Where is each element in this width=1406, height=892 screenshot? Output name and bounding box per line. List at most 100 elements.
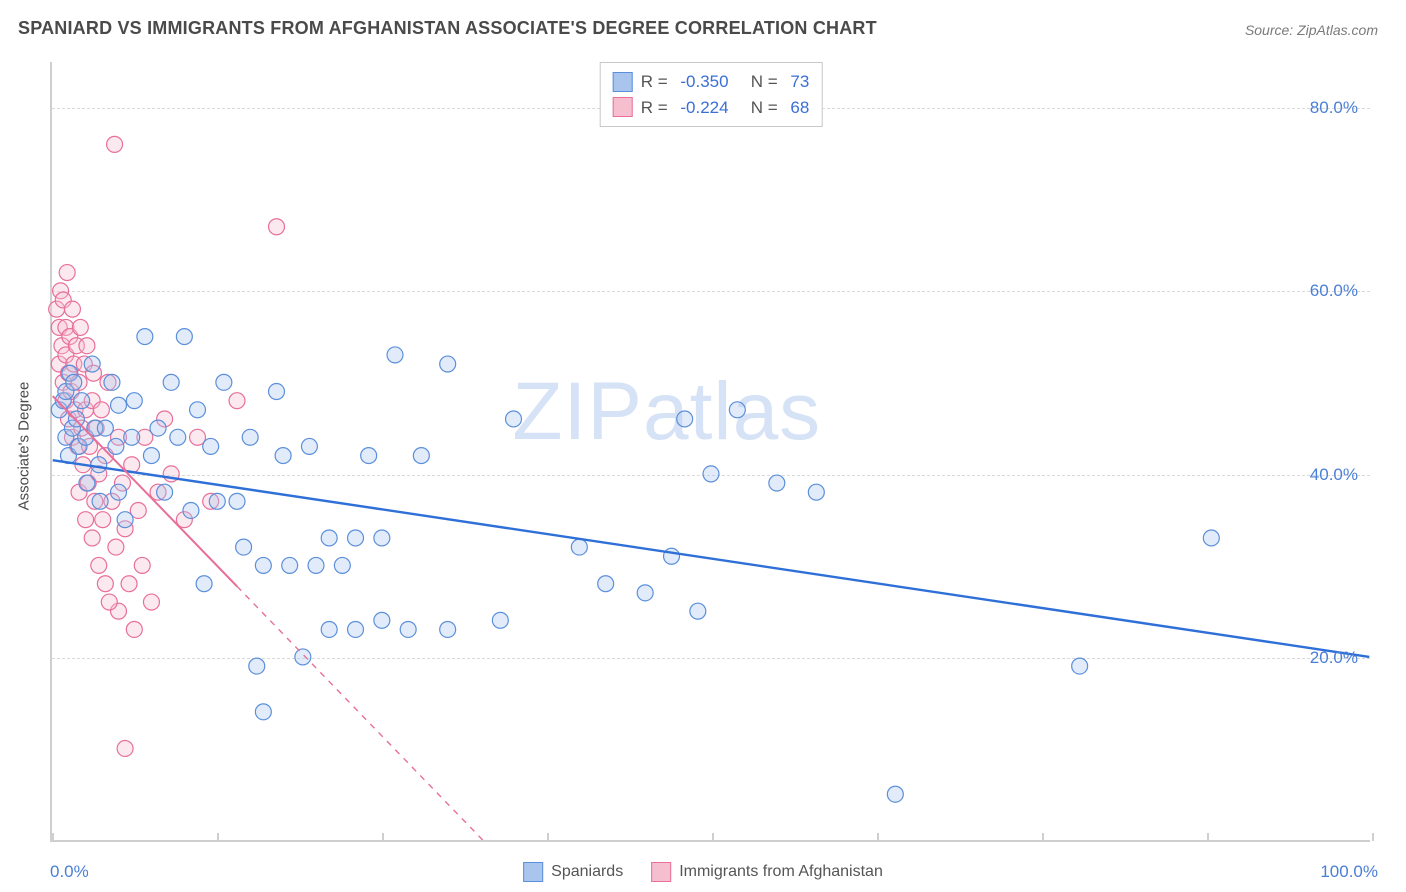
data-point <box>78 512 94 528</box>
data-point <box>703 466 719 482</box>
legend-n-value: 73 <box>790 69 809 95</box>
data-point <box>295 649 311 665</box>
data-point <box>203 438 219 454</box>
data-point <box>282 557 298 573</box>
legend-label: Spaniards <box>551 863 623 881</box>
legend-label: Immigrants from Afghanistan <box>679 863 883 881</box>
legend-swatch <box>651 862 671 882</box>
data-point <box>690 603 706 619</box>
legend-row: R = -0.350 N = 73 <box>613 69 810 95</box>
data-point <box>176 329 192 345</box>
data-point <box>348 622 364 638</box>
data-point <box>361 448 377 464</box>
plot-area: ZIPatlas R = -0.350 N = 73R = -0.224 N =… <box>50 62 1370 842</box>
y-tick-label: 80.0% <box>1310 98 1358 118</box>
x-axis-max-label: 100.0% <box>1320 862 1378 882</box>
legend-swatch <box>613 97 633 117</box>
legend-r-value: -0.224 <box>680 95 728 121</box>
data-point <box>84 356 100 372</box>
data-point <box>183 503 199 519</box>
data-point <box>97 576 113 592</box>
data-point <box>124 429 140 445</box>
data-point <box>236 539 252 555</box>
data-point <box>108 539 124 555</box>
data-point <box>255 704 271 720</box>
legend-n-value: 68 <box>790 95 809 121</box>
source-attribution: Source: ZipAtlas.com <box>1245 22 1378 38</box>
trend-line <box>53 460 1370 657</box>
data-point <box>308 557 324 573</box>
data-point <box>111 397 127 413</box>
legend-n-label: N = <box>737 95 783 121</box>
data-point <box>334 557 350 573</box>
legend-row: R = -0.224 N = 68 <box>613 95 810 121</box>
data-point <box>79 338 95 354</box>
data-point <box>242 429 258 445</box>
data-point <box>571 539 587 555</box>
data-point <box>157 484 173 500</box>
legend-swatch <box>613 72 633 92</box>
data-point <box>229 393 245 409</box>
data-point <box>84 530 100 546</box>
data-point <box>101 594 117 610</box>
data-point <box>209 493 225 509</box>
data-point <box>492 612 508 628</box>
data-point <box>729 402 745 418</box>
data-point <box>111 484 127 500</box>
x-axis-min-label: 0.0% <box>50 862 89 882</box>
data-point <box>229 493 245 509</box>
data-point <box>59 265 75 281</box>
data-point <box>637 585 653 601</box>
data-point <box>374 612 390 628</box>
legend-r-label: R = <box>641 95 673 121</box>
data-point <box>134 557 150 573</box>
data-point <box>121 576 137 592</box>
data-point <box>95 512 111 528</box>
data-point <box>107 136 123 152</box>
x-tick <box>1372 833 1374 841</box>
data-point <box>269 384 285 400</box>
data-point <box>1203 530 1219 546</box>
legend-n-label: N = <box>737 69 783 95</box>
data-point <box>275 448 291 464</box>
data-point <box>321 530 337 546</box>
data-point <box>387 347 403 363</box>
scatter-svg <box>52 62 1370 840</box>
data-point <box>104 374 120 390</box>
data-point <box>255 557 271 573</box>
y-tick-label: 60.0% <box>1310 281 1358 301</box>
data-point <box>216 374 232 390</box>
y-axis-label: Associate's Degree <box>16 382 33 511</box>
y-tick-label: 40.0% <box>1310 465 1358 485</box>
legend-r-value: -0.350 <box>680 69 728 95</box>
data-point <box>1072 658 1088 674</box>
data-point <box>887 786 903 802</box>
data-point <box>74 393 90 409</box>
legend-item: Immigrants from Afghanistan <box>651 862 883 882</box>
data-point <box>92 493 108 509</box>
data-point <box>808 484 824 500</box>
data-point <box>117 512 133 528</box>
data-point <box>769 475 785 491</box>
data-point <box>374 530 390 546</box>
legend-r-label: R = <box>641 69 673 95</box>
data-point <box>72 319 88 335</box>
data-point <box>196 576 212 592</box>
data-point <box>93 402 109 418</box>
data-point <box>91 557 107 573</box>
chart-title: SPANIARD VS IMMIGRANTS FROM AFGHANISTAN … <box>18 18 877 39</box>
data-point <box>321 622 337 638</box>
correlation-legend: R = -0.350 N = 73R = -0.224 N = 68 <box>600 62 823 127</box>
data-point <box>249 658 265 674</box>
data-point <box>143 594 159 610</box>
legend-swatch <box>523 862 543 882</box>
data-point <box>413 448 429 464</box>
data-point <box>108 438 124 454</box>
data-point <box>117 740 133 756</box>
data-point <box>348 530 364 546</box>
data-point <box>506 411 522 427</box>
data-point <box>66 374 82 390</box>
data-point <box>163 374 179 390</box>
data-point <box>170 429 186 445</box>
data-point <box>79 475 95 491</box>
